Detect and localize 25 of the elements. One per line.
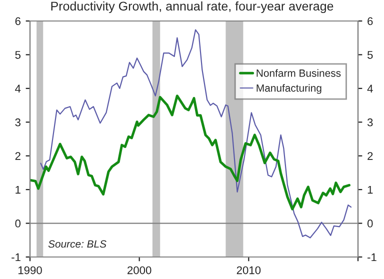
y-tick-label: 5	[15, 51, 21, 59]
legend-label: Manufacturing	[256, 84, 322, 94]
y-tick-label: 0	[15, 220, 21, 228]
y-tick-label: 3	[15, 118, 20, 126]
annotation: Source: BLS	[48, 240, 106, 248]
legend-label: Nonfarm Business	[256, 69, 341, 77]
x-tick-label: 2000	[128, 266, 152, 274]
line-series	[40, 29, 352, 238]
y-tick-label: 6	[15, 17, 20, 26]
line-series	[30, 94, 351, 210]
y2-tick-label: 5	[367, 51, 373, 59]
y2-tick-label: 1	[368, 186, 373, 194]
y-tick-label: 1	[16, 186, 20, 194]
y2-tick-label: 2	[368, 152, 373, 160]
y-tick-label: 2	[15, 152, 20, 160]
y-tick-label: -1	[12, 253, 20, 262]
y2-tick-label: 3	[367, 118, 373, 126]
y2-tick-label: -1	[368, 253, 376, 262]
x-tick-label: 2010	[236, 266, 261, 274]
chart-title: Productivity Growth, annual rate, four-year average	[51, 1, 334, 14]
y2-tick-label: 4	[367, 84, 373, 92]
y-tick-label: 4	[15, 84, 21, 92]
y2-tick-label: 0	[367, 220, 373, 228]
y2-tick-label: 6	[368, 17, 373, 26]
x-tick-label: 1990	[18, 266, 42, 274]
